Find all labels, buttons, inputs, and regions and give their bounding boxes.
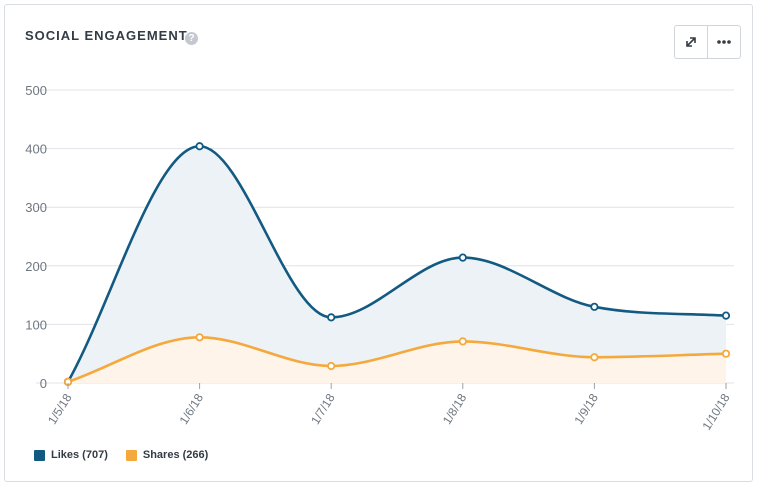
expand-arrows-icon [686,37,696,47]
x-tick-label: 1/5/18 [45,391,75,427]
x-tick-label: 1/6/18 [177,391,207,427]
shares-point [721,349,731,358]
likes-point [195,142,204,151]
shares-point [195,333,204,342]
likes-point [590,302,599,311]
likes-point [327,313,336,322]
y-tick-label: 100 [25,317,47,332]
likes-point [721,311,731,320]
shares-point [327,361,336,371]
y-tick-label: 400 [25,142,47,157]
shares-point [590,353,599,362]
shares-line [66,335,728,384]
y-tick-label: 500 [25,83,47,98]
expand-button[interactable] [675,26,707,58]
question-circle-icon[interactable]: ? [185,32,198,45]
likes-point [458,253,467,262]
x-tick-label: 1/8/18 [440,391,470,427]
likes-area [68,146,726,383]
x-tick-label: 1/7/18 [308,391,338,427]
shares-area [68,337,726,383]
card-toolbar [674,25,741,59]
legend-item-shares[interactable]: Shares (266) [125,449,209,461]
y-tick-label: 200 [25,259,47,274]
legend-label-likes: Likes (707) [51,449,108,461]
card-title: SOCIAL ENGAGEMENT [25,28,188,43]
x-tick-label: 1/10/18 [699,391,732,433]
y-tick-label: 300 [25,200,47,215]
more-dots-icon [717,40,731,44]
y-tick-label: 0 [40,376,47,391]
legend-label-shares: Shares (266) [142,449,209,461]
x-tick-label: 1/9/18 [571,391,601,427]
legend-item-likes[interactable]: Likes (707) [34,449,108,461]
chart-legend: Likes (707) Shares (266) [34,449,208,461]
legend-swatch-shares [125,449,137,461]
more-options-button[interactable] [707,26,740,58]
shares-point [458,337,467,346]
legend-swatch-likes [34,449,45,461]
